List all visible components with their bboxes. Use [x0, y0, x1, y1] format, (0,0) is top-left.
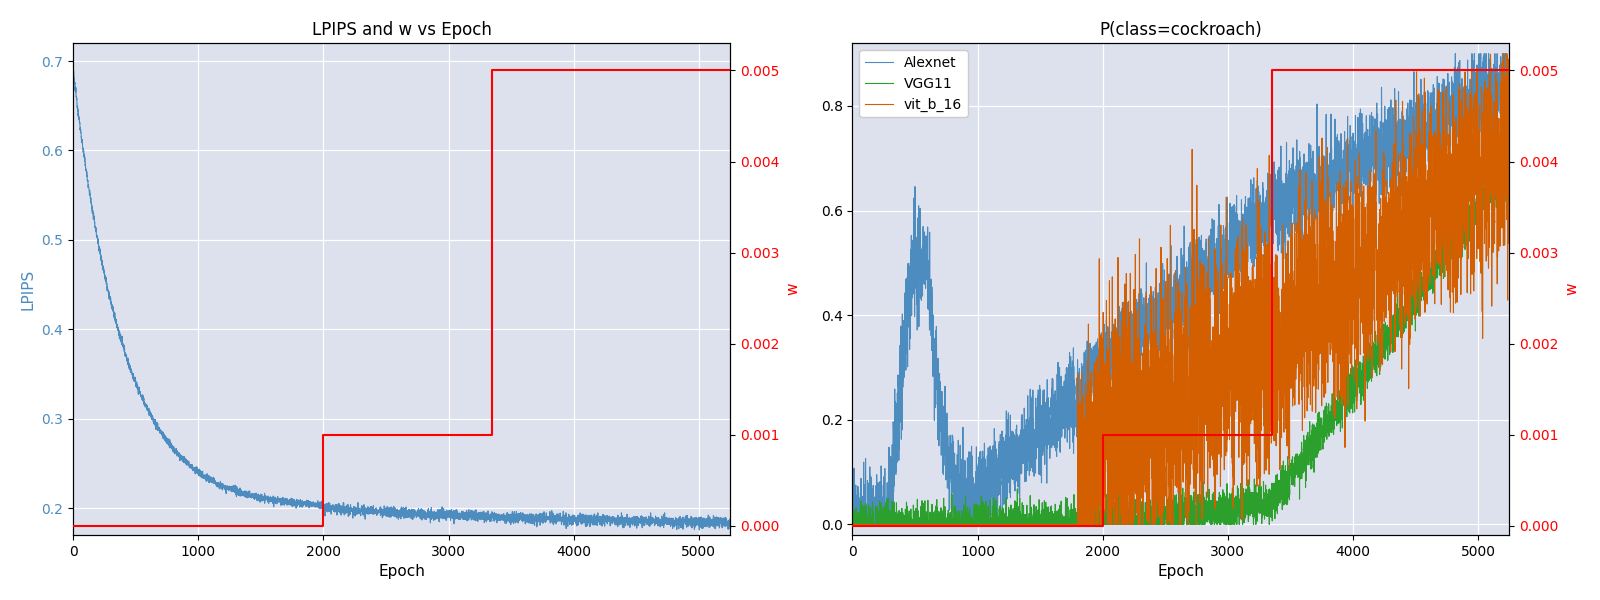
VGG11: [1344, 381, 1363, 388]
Alexnet: [843, 463, 862, 470]
Alexnet: [992, 464, 1011, 472]
Line: Alexnet: Alexnet: [853, 53, 1509, 524]
Alexnet: [1211, 257, 1230, 265]
vit_b_16: [1494, 50, 1514, 57]
vit_b_16: [1344, 242, 1363, 249]
vit_b_16: [973, 521, 992, 528]
VGG11: [992, 521, 1011, 528]
Alexnet: [1282, 194, 1301, 201]
X-axis label: Epoch: Epoch: [1157, 564, 1205, 579]
Legend: Alexnet, VGG11, vit_b_16: Alexnet, VGG11, vit_b_16: [859, 50, 968, 117]
Y-axis label: LPIPS: LPIPS: [21, 268, 35, 310]
Alexnet: [1446, 50, 1466, 57]
vit_b_16: [1282, 325, 1301, 332]
Line: vit_b_16: vit_b_16: [853, 53, 1509, 524]
Alexnet: [1037, 417, 1056, 424]
Title: LPIPS and w vs Epoch: LPIPS and w vs Epoch: [312, 21, 491, 39]
VGG11: [973, 514, 992, 521]
VGG11: [1282, 460, 1301, 467]
vit_b_16: [843, 521, 862, 528]
VGG11: [1037, 516, 1056, 523]
Y-axis label: w: w: [786, 283, 800, 295]
VGG11: [1498, 143, 1517, 151]
Y-axis label: w: w: [1565, 283, 1579, 295]
vit_b_16: [1037, 521, 1056, 528]
Alexnet: [843, 521, 862, 528]
vit_b_16: [992, 521, 1011, 528]
Title: P(class=cockroach): P(class=cockroach): [1099, 21, 1262, 39]
X-axis label: Epoch: Epoch: [378, 564, 426, 579]
Alexnet: [1344, 199, 1363, 206]
vit_b_16: [1499, 89, 1518, 96]
Alexnet: [1499, 86, 1518, 93]
Alexnet: [973, 448, 992, 455]
vit_b_16: [1211, 483, 1230, 490]
VGG11: [1211, 521, 1230, 528]
VGG11: [1499, 152, 1518, 159]
VGG11: [843, 521, 862, 528]
Line: VGG11: VGG11: [853, 147, 1509, 524]
